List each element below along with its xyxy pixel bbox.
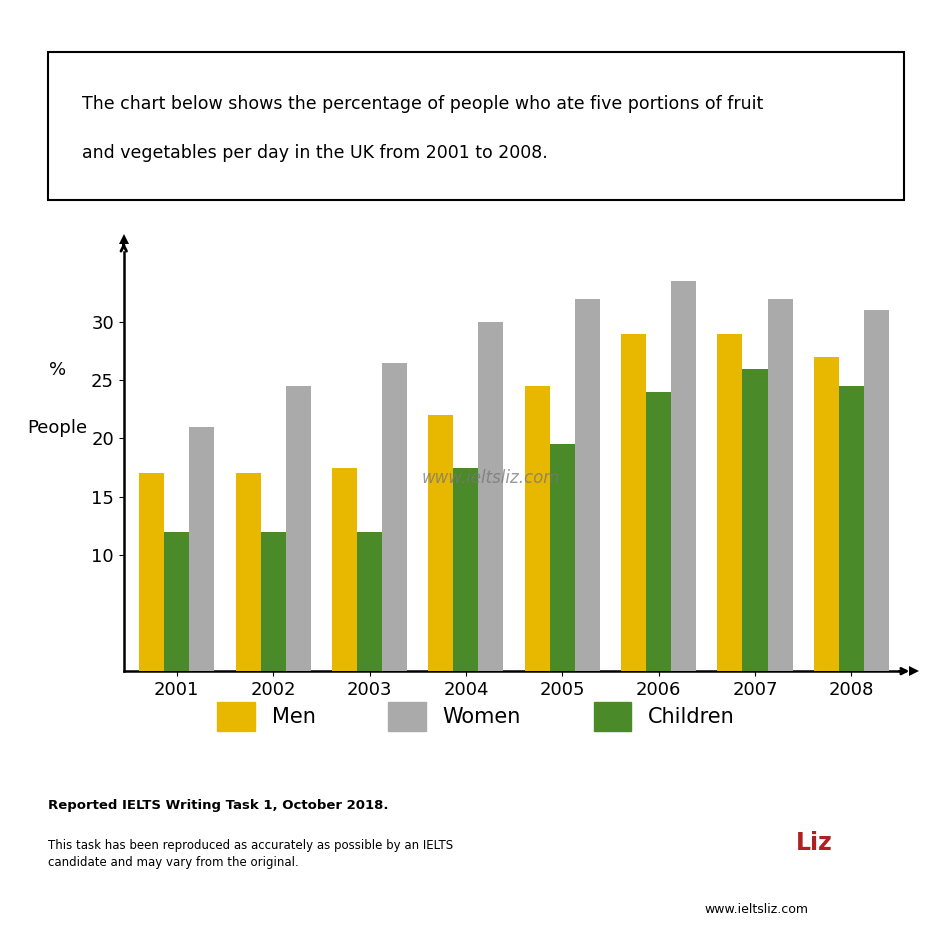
Bar xyxy=(286,387,310,671)
Bar xyxy=(139,473,165,671)
Text: and vegetables per day in the UK from 2001 to 2008.: and vegetables per day in the UK from 20… xyxy=(82,144,547,162)
Bar xyxy=(525,387,549,671)
Text: The chart below shows the percentage of people who ate five portions of fruit: The chart below shows the percentage of … xyxy=(82,95,764,113)
Bar xyxy=(382,363,407,671)
Legend: Men, Women, Children: Men, Women, Children xyxy=(207,691,745,742)
Text: www.ieltsliz.com: www.ieltsliz.com xyxy=(704,902,809,916)
Bar xyxy=(575,299,600,671)
Text: %: % xyxy=(49,361,66,379)
Bar xyxy=(189,426,214,671)
Bar xyxy=(863,310,889,671)
Text: People: People xyxy=(28,419,88,437)
Bar xyxy=(332,467,357,671)
Text: www.ieltsliz.com: www.ieltsliz.com xyxy=(422,469,560,487)
Bar xyxy=(646,392,671,671)
Text: This task has been reproduced as accurately as possible by an IELTS
candidate an: This task has been reproduced as accurat… xyxy=(48,839,453,868)
Bar xyxy=(235,473,261,671)
Text: Reported IELTS Writing Task 1, October 2018.: Reported IELTS Writing Task 1, October 2… xyxy=(48,799,388,812)
Bar xyxy=(479,322,504,671)
Bar xyxy=(839,387,863,671)
Bar xyxy=(165,531,189,671)
Bar xyxy=(772,810,878,880)
Text: Liz: Liz xyxy=(796,831,833,855)
Bar xyxy=(261,531,286,671)
Bar xyxy=(428,415,453,671)
Bar xyxy=(767,299,793,671)
Bar xyxy=(743,368,767,671)
Bar xyxy=(357,531,382,671)
Bar xyxy=(621,334,646,671)
Bar xyxy=(671,282,696,671)
Bar xyxy=(453,467,479,671)
Bar xyxy=(814,357,839,671)
Bar xyxy=(549,445,575,671)
Text: IELTS: IELTS xyxy=(644,831,713,855)
Bar xyxy=(718,334,743,671)
